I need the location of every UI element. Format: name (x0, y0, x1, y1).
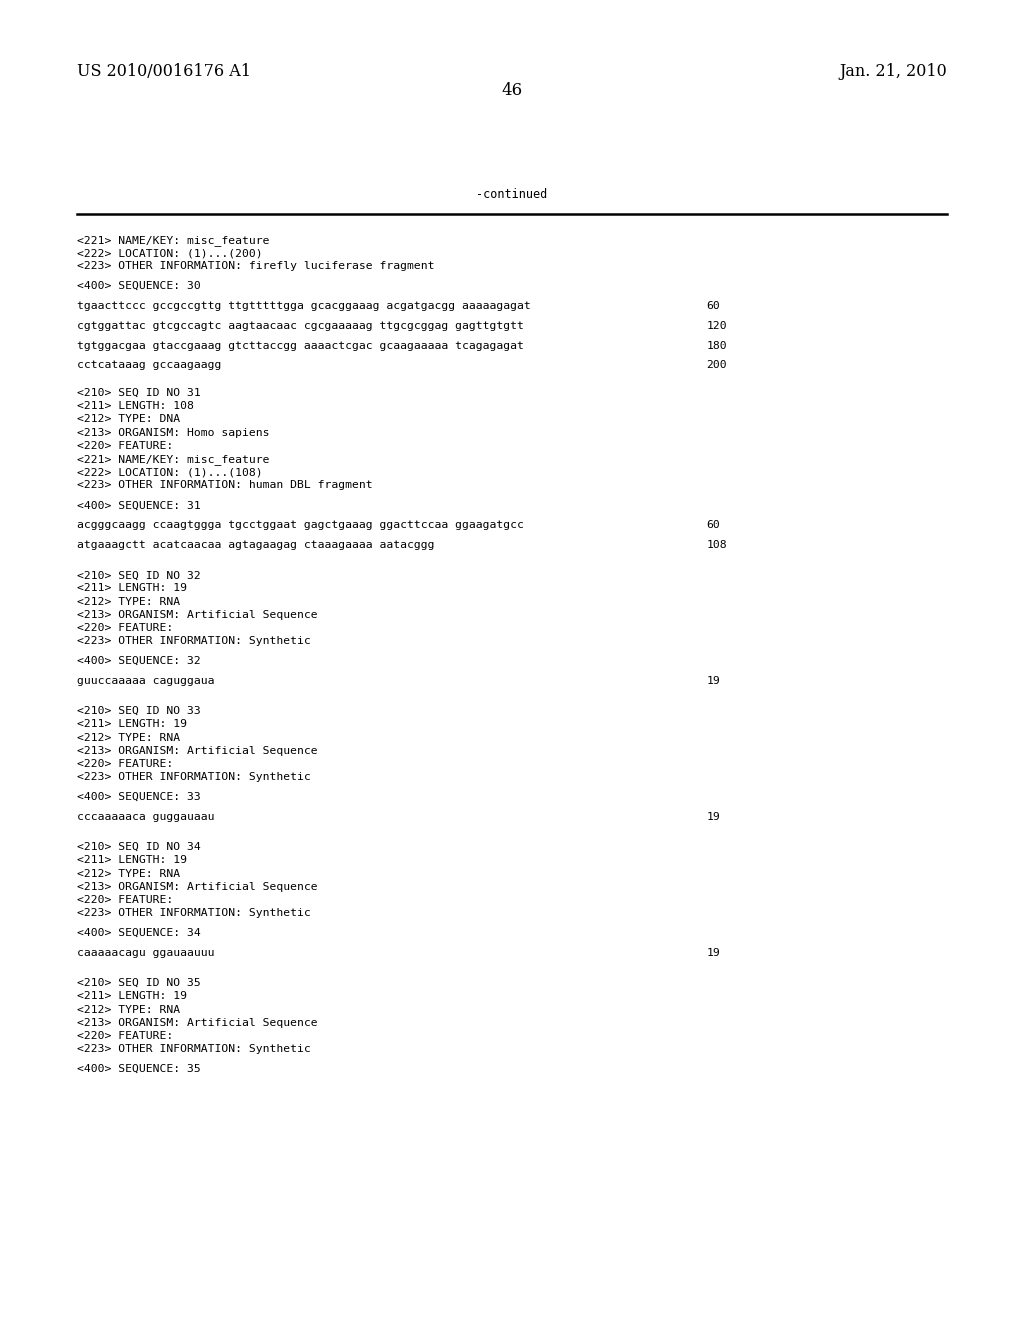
Text: <220> FEATURE:: <220> FEATURE: (77, 895, 173, 906)
Text: <400> SEQUENCE: 33: <400> SEQUENCE: 33 (77, 792, 201, 803)
Text: <220> FEATURE:: <220> FEATURE: (77, 1031, 173, 1041)
Text: <210> SEQ ID NO 34: <210> SEQ ID NO 34 (77, 842, 201, 853)
Text: <220> FEATURE:: <220> FEATURE: (77, 623, 173, 634)
Text: <211> LENGTH: 19: <211> LENGTH: 19 (77, 991, 186, 1002)
Text: cccaaaaaca guggauaau: cccaaaaaca guggauaau (77, 812, 214, 822)
Text: <213> ORGANISM: Artificial Sequence: <213> ORGANISM: Artificial Sequence (77, 610, 317, 620)
Text: <213> ORGANISM: Homo sapiens: <213> ORGANISM: Homo sapiens (77, 428, 269, 438)
Text: <212> TYPE: RNA: <212> TYPE: RNA (77, 1005, 180, 1015)
Text: 108: 108 (707, 540, 727, 550)
Text: <211> LENGTH: 19: <211> LENGTH: 19 (77, 719, 186, 730)
Text: <211> LENGTH: 108: <211> LENGTH: 108 (77, 401, 194, 412)
Text: <212> TYPE: RNA: <212> TYPE: RNA (77, 733, 180, 743)
Text: US 2010/0016176 A1: US 2010/0016176 A1 (77, 63, 251, 81)
Text: 19: 19 (707, 676, 720, 686)
Text: <223> OTHER INFORMATION: Synthetic: <223> OTHER INFORMATION: Synthetic (77, 772, 310, 783)
Text: <220> FEATURE:: <220> FEATURE: (77, 759, 173, 770)
Text: 120: 120 (707, 321, 727, 331)
Text: 46: 46 (502, 82, 522, 99)
Text: <223> OTHER INFORMATION: Synthetic: <223> OTHER INFORMATION: Synthetic (77, 636, 310, 647)
Text: <210> SEQ ID NO 31: <210> SEQ ID NO 31 (77, 388, 201, 399)
Text: <213> ORGANISM: Artificial Sequence: <213> ORGANISM: Artificial Sequence (77, 746, 317, 756)
Text: <223> OTHER INFORMATION: Synthetic: <223> OTHER INFORMATION: Synthetic (77, 908, 310, 919)
Text: <213> ORGANISM: Artificial Sequence: <213> ORGANISM: Artificial Sequence (77, 1018, 317, 1028)
Text: guuccaaaaa caguggaua: guuccaaaaa caguggaua (77, 676, 214, 686)
Text: <221> NAME/KEY: misc_feature: <221> NAME/KEY: misc_feature (77, 454, 269, 465)
Text: <400> SEQUENCE: 34: <400> SEQUENCE: 34 (77, 928, 201, 939)
Text: <222> LOCATION: (1)...(200): <222> LOCATION: (1)...(200) (77, 248, 262, 259)
Text: <222> LOCATION: (1)...(108): <222> LOCATION: (1)...(108) (77, 467, 262, 478)
Text: <211> LENGTH: 19: <211> LENGTH: 19 (77, 855, 186, 866)
Text: atgaaagctt acatcaacaa agtagaagag ctaaagaaaa aatacggg: atgaaagctt acatcaacaa agtagaagag ctaaaga… (77, 540, 434, 550)
Text: 180: 180 (707, 341, 727, 351)
Text: <210> SEQ ID NO 35: <210> SEQ ID NO 35 (77, 978, 201, 989)
Text: 19: 19 (707, 948, 720, 958)
Text: <400> SEQUENCE: 30: <400> SEQUENCE: 30 (77, 281, 201, 292)
Text: <211> LENGTH: 19: <211> LENGTH: 19 (77, 583, 186, 594)
Text: <212> TYPE: DNA: <212> TYPE: DNA (77, 414, 180, 425)
Text: <400> SEQUENCE: 31: <400> SEQUENCE: 31 (77, 500, 201, 511)
Text: cctcataaag gccaagaagg: cctcataaag gccaagaagg (77, 360, 221, 371)
Text: 60: 60 (707, 301, 720, 312)
Text: acgggcaagg ccaagtggga tgcctggaat gagctgaaag ggacttccaa ggaagatgcc: acgggcaagg ccaagtggga tgcctggaat gagctga… (77, 520, 523, 531)
Text: tgaacttccc gccgccgttg ttgtttttgga gcacggaaag acgatgacgg aaaaagagat: tgaacttccc gccgccgttg ttgtttttgga gcacgg… (77, 301, 530, 312)
Text: <223> OTHER INFORMATION: Synthetic: <223> OTHER INFORMATION: Synthetic (77, 1044, 310, 1055)
Text: <221> NAME/KEY: misc_feature: <221> NAME/KEY: misc_feature (77, 235, 269, 246)
Text: <212> TYPE: RNA: <212> TYPE: RNA (77, 869, 180, 879)
Text: cgtggattac gtcgccagtc aagtaacaac cgcgaaaaag ttgcgcggag gagttgtgtt: cgtggattac gtcgccagtc aagtaacaac cgcgaaa… (77, 321, 523, 331)
Text: 60: 60 (707, 520, 720, 531)
Text: <223> OTHER INFORMATION: firefly luciferase fragment: <223> OTHER INFORMATION: firefly lucifer… (77, 261, 434, 272)
Text: <400> SEQUENCE: 32: <400> SEQUENCE: 32 (77, 656, 201, 667)
Text: <212> TYPE: RNA: <212> TYPE: RNA (77, 597, 180, 607)
Text: -continued: -continued (476, 187, 548, 201)
Text: tgtggacgaa gtaccgaaag gtcttaccgg aaaactcgac gcaagaaaaa tcagagagat: tgtggacgaa gtaccgaaag gtcttaccgg aaaactc… (77, 341, 523, 351)
Text: caaaaacagu ggauaauuu: caaaaacagu ggauaauuu (77, 948, 214, 958)
Text: <400> SEQUENCE: 35: <400> SEQUENCE: 35 (77, 1064, 201, 1074)
Text: <220> FEATURE:: <220> FEATURE: (77, 441, 173, 451)
Text: 200: 200 (707, 360, 727, 371)
Text: <223> OTHER INFORMATION: human DBL fragment: <223> OTHER INFORMATION: human DBL fragm… (77, 480, 373, 491)
Text: 19: 19 (707, 812, 720, 822)
Text: Jan. 21, 2010: Jan. 21, 2010 (840, 63, 947, 81)
Text: <213> ORGANISM: Artificial Sequence: <213> ORGANISM: Artificial Sequence (77, 882, 317, 892)
Text: <210> SEQ ID NO 33: <210> SEQ ID NO 33 (77, 706, 201, 717)
Text: <210> SEQ ID NO 32: <210> SEQ ID NO 32 (77, 570, 201, 581)
